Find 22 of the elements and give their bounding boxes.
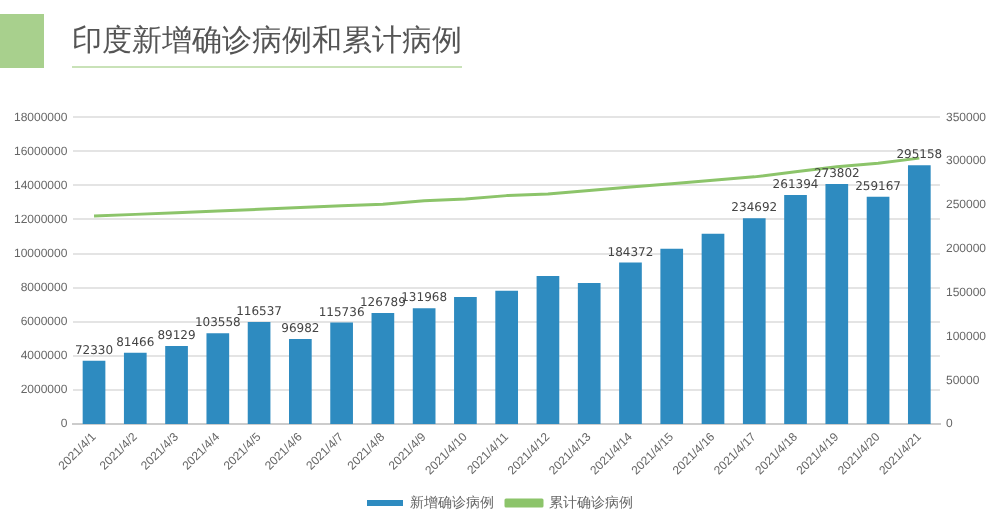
bar	[577, 282, 601, 425]
bar	[742, 218, 766, 425]
bar	[123, 352, 147, 425]
bar	[330, 322, 353, 425]
bar	[247, 321, 271, 425]
bar	[495, 290, 519, 425]
bar	[660, 248, 684, 425]
bar	[784, 194, 807, 425]
bar	[907, 165, 931, 425]
bar	[371, 312, 395, 425]
bar	[165, 345, 188, 425]
bar	[206, 333, 230, 425]
bar	[619, 262, 642, 425]
bar	[536, 275, 560, 425]
bar	[825, 184, 849, 425]
bar	[289, 339, 312, 425]
bar	[701, 233, 725, 425]
bar	[454, 296, 477, 425]
chart-title: 印度新增确诊病例和累计病例	[72, 22, 462, 68]
bar	[412, 308, 436, 425]
bar	[866, 196, 890, 425]
bar	[82, 360, 106, 425]
